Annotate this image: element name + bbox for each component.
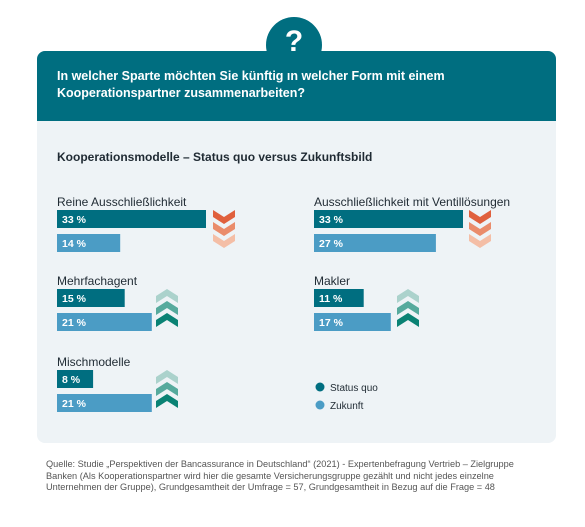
trend-down-chevron-icon [213, 234, 235, 248]
trend-up-chevron-icon [156, 289, 178, 303]
bar-value-label: 27 % [319, 238, 344, 250]
trend-down-chevron-icon [469, 222, 491, 236]
bar-status-quo [314, 289, 364, 307]
trend-up-chevron-icon [156, 313, 178, 327]
question-text: In welcher Sparte möchten Sie künftig in… [57, 69, 445, 100]
bar-status-quo [57, 289, 125, 307]
trend-up-chevron-icon [397, 289, 419, 303]
bar-value-label: 11 % [319, 293, 343, 305]
question-card: In welcher Sparte möchten Sie künftig in… [37, 51, 556, 443]
bar-value-label: 21 % [62, 398, 87, 410]
trend-up-chevron-icon [156, 382, 178, 396]
category-label: Mehrfachagent [57, 274, 138, 288]
category-label: Mischmodelle [57, 355, 131, 369]
bar-zukunft [57, 394, 152, 412]
bar-value-label: 21 % [62, 317, 87, 329]
trend-up-chevron-icon [156, 394, 178, 408]
trend-up-chevron-icon [156, 301, 178, 315]
legend-marker [315, 382, 325, 392]
category-label: Makler [314, 274, 350, 288]
bar-status-quo [57, 210, 206, 228]
bar-zukunft [57, 313, 152, 331]
bar-value-label: 33 % [319, 214, 344, 226]
bar-value-label: 33 % [62, 214, 87, 226]
legend-label: Status quo [330, 383, 378, 394]
bar-zukunft [314, 313, 391, 331]
bar-value-label: 15 % [62, 293, 87, 305]
trend-down-chevron-icon [213, 222, 235, 236]
bar-value-label: 14 % [62, 238, 87, 250]
question-badge [266, 17, 322, 73]
bar-value-label: 17 % [319, 317, 344, 329]
legend-marker [315, 400, 325, 410]
trend-down-chevron-icon [469, 234, 491, 248]
trend-up-chevron-icon [156, 370, 178, 384]
legend-label: Zukunft [330, 401, 364, 412]
bar-status-quo [57, 370, 94, 388]
trend-down-chevron-icon [213, 210, 235, 224]
question-mark-icon: ? [284, 25, 304, 58]
chart-title: Kooperationsmodelle – Status quo versus … [57, 150, 373, 164]
category-label: Ausschließlichkeit mit Ventillösungen [314, 195, 510, 209]
bar-status-quo [314, 210, 463, 228]
source-note: Quelle: Studie „Perspektiven der Bancass… [46, 459, 514, 492]
trend-down-chevron-icon [469, 210, 491, 224]
bar-zukunft [57, 234, 121, 252]
bar-zukunft [314, 234, 436, 252]
trend-up-chevron-icon [397, 301, 419, 315]
trend-up-chevron-icon [397, 313, 419, 327]
category-label: Reine Ausschließlichkeit [57, 195, 187, 209]
bar-value-label: 8 % [62, 374, 81, 386]
